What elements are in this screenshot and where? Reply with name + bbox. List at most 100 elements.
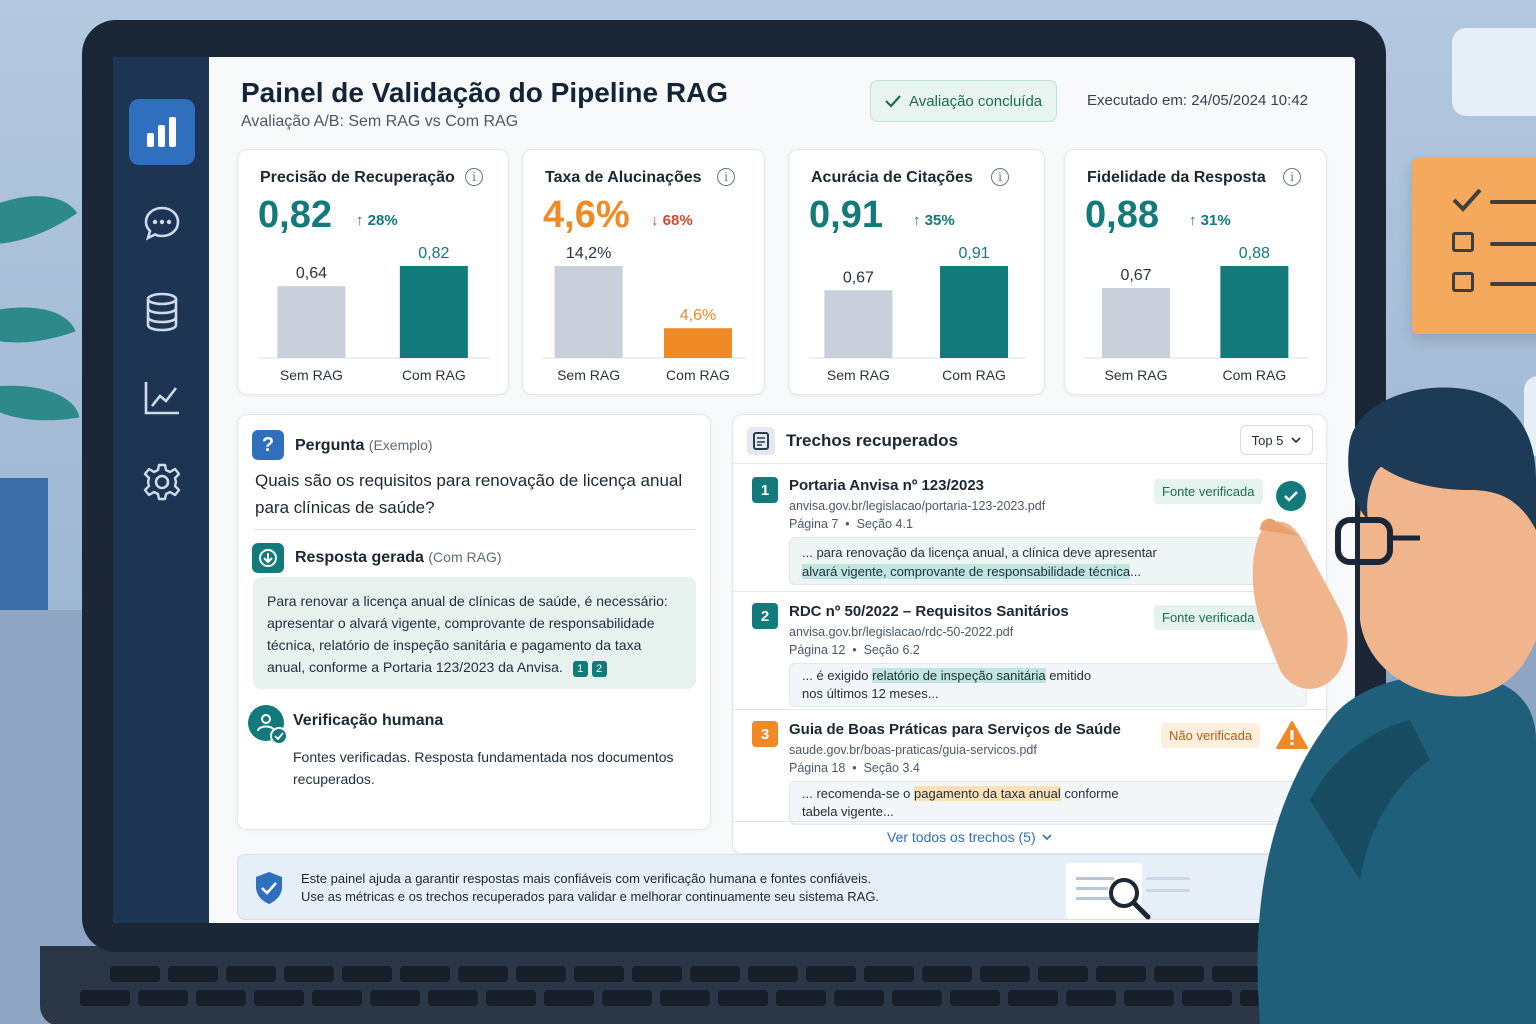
sidebar-item-chat[interactable]	[129, 191, 195, 257]
chart-data-label: 0,82	[418, 245, 449, 262]
top-k-select[interactable]: Top 5	[1240, 425, 1313, 455]
answer-label: Resposta gerada	[295, 549, 424, 566]
question-tag: (Exemplo)	[368, 437, 433, 453]
chart-data-label: 4,6%	[680, 307, 716, 324]
chart-data-label: 0,67	[1120, 267, 1151, 284]
shield-icon	[256, 872, 282, 904]
chunk-url[interactable]: saude.gov.br/boas-praticas/guia-servicos…	[789, 743, 1037, 757]
chunk-title: Portaria Anvisa nº 123/2023	[789, 477, 985, 494]
arrow-up-icon: ↑	[1189, 212, 1201, 229]
chunk-title: RDC nº 50/2022 – Requisitos Sanitários	[789, 603, 1069, 620]
chart-category-label: Sem RAG	[827, 367, 890, 383]
wall-frame	[1452, 28, 1536, 116]
chart-category-label: Com RAG	[402, 367, 466, 383]
execution-timestamp: Executado em: 24/05/2024 10:42	[1087, 92, 1309, 109]
plant-leaf	[0, 163, 78, 277]
chunk-excerpt: ... recomenda-se o pagamento da taxa anu…	[789, 781, 1307, 825]
check-icon	[270, 727, 288, 745]
page-subtitle: Avaliação A/B: Sem RAG vs Com RAG	[241, 113, 519, 130]
checkbox-icon	[1452, 232, 1474, 252]
unverified-badge: Não verificada	[1161, 723, 1261, 748]
info-icon[interactable]: i	[991, 168, 1009, 186]
question-icon: ?	[252, 430, 284, 460]
info-icon[interactable]: i	[717, 168, 735, 186]
sidebar-item-settings[interactable]	[129, 449, 195, 515]
info-icon[interactable]: i	[1283, 168, 1301, 186]
chart-data-label: 0,88	[1239, 245, 1270, 262]
metric-value: 4,6%	[543, 194, 630, 236]
chart-category-label: Com RAG	[942, 367, 1006, 383]
human-verification-text: Fontes verificadas. Resposta fundamentad…	[293, 749, 674, 787]
chart-data-label: 0,64	[296, 265, 327, 282]
arrow-down-icon: ↓	[651, 212, 663, 229]
chart-bar	[1220, 266, 1289, 358]
sidebar	[113, 57, 209, 923]
sidebar-item-analytics[interactable]	[129, 365, 195, 431]
chart-category-label: Sem RAG	[557, 367, 620, 383]
metric-value: 0,88	[1085, 194, 1159, 236]
highlight: relatório de inspeção sanitária	[872, 668, 1046, 683]
arrow-up-icon: ↑	[356, 212, 368, 229]
chart-data-label: 0,67	[843, 269, 874, 286]
chunks-title: Trechos recuperados	[786, 431, 958, 450]
chart-category-label: Sem RAG	[1105, 367, 1168, 383]
document-icon	[747, 427, 775, 455]
main-content: Painel de Validação do Pipeline RAG Aval…	[209, 57, 1355, 923]
answer-box: Para renovar a licença anual de clínicas…	[253, 577, 696, 689]
plant-leaf	[0, 372, 80, 434]
chevron-down-icon	[1291, 437, 1301, 443]
chart-bar	[824, 290, 893, 358]
metric-value: 0,91	[809, 194, 883, 236]
arrow-up-icon: ↑	[913, 212, 925, 229]
metric-bar-chart: 14,2% Sem RAG 4,6% Com RAG	[543, 245, 746, 383]
metric-title: Precisão de Recuperação	[260, 169, 455, 186]
metric-title: Fidelidade da Resposta	[1087, 169, 1266, 186]
chat-icon	[144, 206, 180, 241]
chart-bar	[554, 266, 623, 358]
chunk-item[interactable]: 2 RDC nº 50/2022 – Requisitos Sanitários…	[733, 597, 1328, 709]
metric-title: Acurácia de Citações	[811, 169, 973, 186]
checkbox-icon	[1452, 188, 1482, 212]
verified-badge: Fonte verificada	[1154, 479, 1263, 504]
person-illustration	[1252, 387, 1536, 1024]
chunk-excerpt: ... para renovação da licença anual, a c…	[789, 537, 1307, 585]
chart-bar	[399, 266, 468, 358]
chunk-number: 1	[752, 477, 778, 503]
sidebar-item-database[interactable]	[129, 279, 195, 345]
line-chart-icon	[144, 382, 179, 415]
chunk-meta: Página 12 • Seção 6.2	[789, 643, 920, 657]
citation-badge[interactable]: 1	[572, 661, 588, 677]
chart-bar	[1102, 287, 1171, 358]
laptop-keyboard	[40, 946, 1370, 1024]
gear-icon	[143, 463, 181, 501]
page-title: Painel de Validação do Pipeline RAG	[241, 77, 729, 108]
chart-bar	[277, 286, 346, 358]
metric-bar-chart: 0,67 Sem RAG 0,88 Com RAG	[1085, 245, 1308, 383]
database-icon	[146, 292, 178, 332]
status-badge: Avaliação concluída	[870, 80, 1058, 122]
verified-badge: Fonte verificada	[1154, 605, 1263, 630]
chunk-url[interactable]: anvisa.gov.br/legislacao/portaria-123-20…	[789, 499, 1046, 513]
metric-value: 0,82	[258, 194, 332, 236]
warning-icon	[1276, 721, 1308, 749]
info-icon[interactable]: i	[465, 168, 483, 186]
citation-badge[interactable]: 2	[591, 661, 607, 677]
answer-tag: (Com RAG)	[428, 549, 502, 565]
chart-category-label: Com RAG	[666, 367, 730, 383]
highlight: pagamento da taxa anual	[914, 786, 1061, 801]
see-all-chunks-link[interactable]: Ver todos os trechos (5)	[887, 829, 1052, 845]
metric-delta: ↑ 35%	[913, 212, 955, 229]
metric-delta: ↑ 31%	[1189, 212, 1231, 229]
chunk-meta: Página 7 • Seção 4.1	[789, 517, 913, 531]
metric-card: Precisão de Recuperação i 0,82 ↑ 28% 0,6…	[237, 149, 509, 395]
metric-title: Taxa de Alucinações	[545, 169, 702, 186]
chunk-url[interactable]: anvisa.gov.br/legislacao/rdc-50-2022.pdf	[789, 625, 1014, 639]
sidebar-item-dashboard[interactable]	[129, 99, 195, 165]
verified-check-icon	[1276, 481, 1306, 511]
chart-bar	[663, 328, 732, 358]
chunk-item[interactable]: 1 Portaria Anvisa nº 123/2023 anvisa.gov…	[733, 467, 1328, 591]
chunk-meta: Página 18 • Seção 3.4	[789, 761, 920, 775]
chevron-down-icon	[1042, 834, 1052, 840]
metric-bar-chart: 0,64 Sem RAG 0,82 Com RAG	[258, 245, 490, 383]
chunk-item[interactable]: 3 Guia de Boas Práticas para Serviços de…	[733, 715, 1328, 827]
